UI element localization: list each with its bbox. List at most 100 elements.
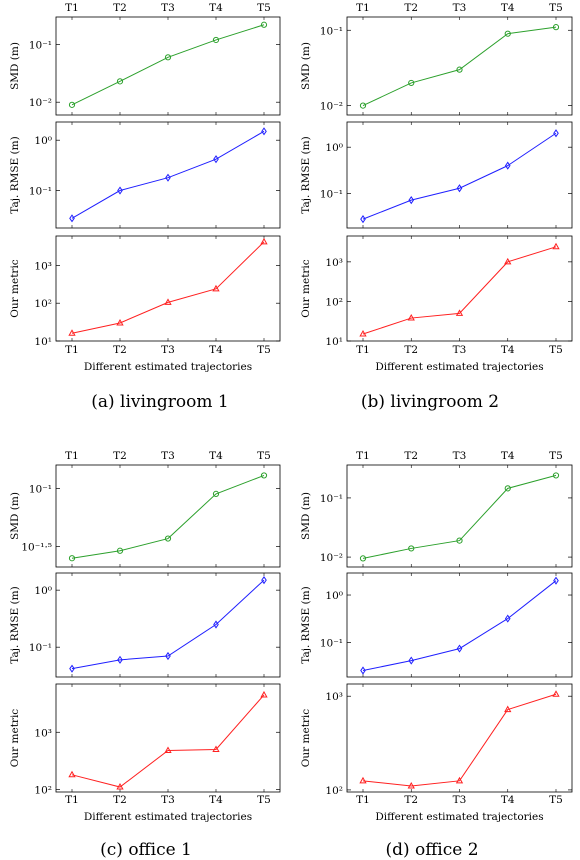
x-tick-label: T2 [404, 794, 418, 806]
y-tick-label: 10⁰ [34, 135, 52, 147]
data-point-rmse [360, 215, 366, 224]
panel-smd: 10⁻² 10⁻¹ SMD (m) [300, 16, 573, 116]
data-point-rmse [504, 161, 511, 170]
series-line-metric [71, 241, 265, 334]
y-tick-label: 10⁻¹ [29, 484, 52, 496]
y-tick-label: 10⁻¹ [29, 186, 52, 198]
y-tick-label: 10⁻² [320, 101, 343, 113]
x-tick-label: T5 [257, 794, 271, 806]
panel-rmse: 10⁻¹ 10⁰ Taj. RMSE (m) [9, 572, 281, 678]
plot-frame [346, 235, 573, 342]
y-axis-label: SMD (m) [300, 492, 312, 540]
x-tick-label: T4 [209, 344, 223, 356]
x-tick-label: T5 [549, 344, 563, 356]
panel-metric: 10² 10³ Our metric [9, 683, 281, 796]
x-axis-label: Different estimated trajectories [375, 361, 543, 373]
y-tick-label: 10⁰ [325, 590, 343, 602]
series-line-rmse [71, 579, 265, 670]
y-tick-label: 10² [325, 296, 343, 308]
y-tick-label: 10¹ [325, 336, 343, 348]
data-point-rmse [553, 129, 559, 138]
data-point-rmse [456, 644, 463, 653]
y-tick-label: 10⁻¹ [320, 493, 343, 505]
y-tick-label: 10² [34, 298, 52, 310]
data-point-smd [68, 101, 76, 108]
x-tick-label: T1 [356, 794, 370, 806]
data-point-rmse [165, 173, 171, 182]
top-tick-label: T4 [209, 2, 223, 14]
x-tick-label: T5 [257, 344, 271, 356]
panel-metric: 10² 10³ Our metric [300, 683, 573, 797]
top-tick-label: T3 [453, 450, 467, 462]
x-tick-label: T4 [501, 794, 515, 806]
x-tick-label: T5 [549, 794, 563, 806]
data-point-smd [260, 472, 268, 479]
x-tick-label: T1 [65, 794, 79, 806]
y-tick-label: 10² [34, 784, 52, 796]
data-point-smd [68, 555, 76, 562]
y-tick-label: 10² [325, 785, 343, 797]
y-tick-label: 10⁰ [34, 585, 52, 597]
top-tick-label: T5 [549, 450, 563, 462]
data-point-metric [504, 257, 512, 265]
data-point-rmse [360, 666, 366, 675]
top-tick-label: T4 [501, 450, 515, 462]
data-point-smd [164, 535, 172, 542]
chart-a: T1 T2 T3 T4 T5 10⁻² 10⁻¹ SMD (m) 10⁻¹ 10⁰ Taj. RMS… [9, 2, 281, 412]
data-point-smd [212, 36, 220, 44]
data-point-rmse [408, 656, 415, 665]
series-line-rmse [362, 580, 557, 672]
y-tick-label: 10⁻¹·⁵ [21, 541, 52, 553]
top-tick-label: T3 [161, 2, 175, 14]
y-axis-label: Our metric [9, 709, 21, 767]
y-tick-label: 10³ [325, 257, 343, 269]
panel-rmse: 10⁻¹ 10⁰ Taj. RMSE (m) [300, 121, 573, 229]
data-point-metric [455, 309, 464, 316]
y-axis-label: SMD (m) [300, 42, 312, 90]
data-point-rmse [261, 576, 267, 585]
data-point-metric [164, 746, 172, 753]
series-line-metric [71, 694, 265, 788]
y-axis-label: Our metric [300, 709, 312, 767]
y-axis-label: Our metric [300, 259, 312, 317]
top-tick-label: T3 [453, 2, 467, 14]
data-point-metric [68, 329, 76, 336]
data-point-metric [164, 298, 172, 305]
data-point-metric [407, 314, 415, 321]
x-tick-label: T2 [113, 794, 127, 806]
x-tick-label: T1 [356, 344, 370, 356]
data-point-smd [456, 66, 463, 73]
data-point-smd [552, 472, 560, 479]
data-point-rmse [69, 214, 75, 223]
data-point-smd [504, 485, 511, 492]
data-point-smd [116, 547, 124, 554]
panel-smd: 10⁻² 10⁻¹ SMD (m) [300, 464, 573, 568]
x-tick-label: T3 [453, 344, 467, 356]
plot-frame [55, 235, 281, 342]
series-line-smd [71, 24, 265, 106]
data-point-smd [116, 78, 124, 85]
x-tick-label: T2 [404, 344, 418, 356]
panel-rmse: 10⁻¹ 10⁰ Taj. RMSE (m) [300, 572, 573, 678]
data-point-smd [408, 79, 415, 87]
y-axis-label: SMD (m) [9, 42, 21, 90]
panel-rmse: 10⁻¹ 10⁰ Taj. RMSE (m) [9, 121, 281, 229]
series-line-metric [362, 693, 557, 787]
plot-frame [55, 464, 281, 568]
data-point-rmse [117, 186, 123, 195]
y-axis-label: SMD (m) [9, 492, 21, 540]
panel-smd: 10⁻² 10⁻¹ SMD (m) [9, 16, 281, 116]
data-point-metric [552, 690, 560, 697]
data-point-metric [260, 690, 268, 698]
panel-metric: 10¹ 10² 10³ Our metric [9, 235, 281, 348]
series-line-metric [362, 246, 557, 335]
top-tick-label: T2 [404, 450, 418, 462]
x-tick-label: T4 [501, 344, 515, 356]
plot-frame [55, 683, 281, 793]
data-point-smd [359, 555, 367, 562]
top-tick-label: T1 [65, 2, 79, 14]
y-tick-label: 10¹ [34, 336, 52, 348]
series-line-rmse [71, 130, 265, 219]
top-tick-label: T2 [113, 2, 127, 14]
data-point-rmse [456, 184, 463, 193]
